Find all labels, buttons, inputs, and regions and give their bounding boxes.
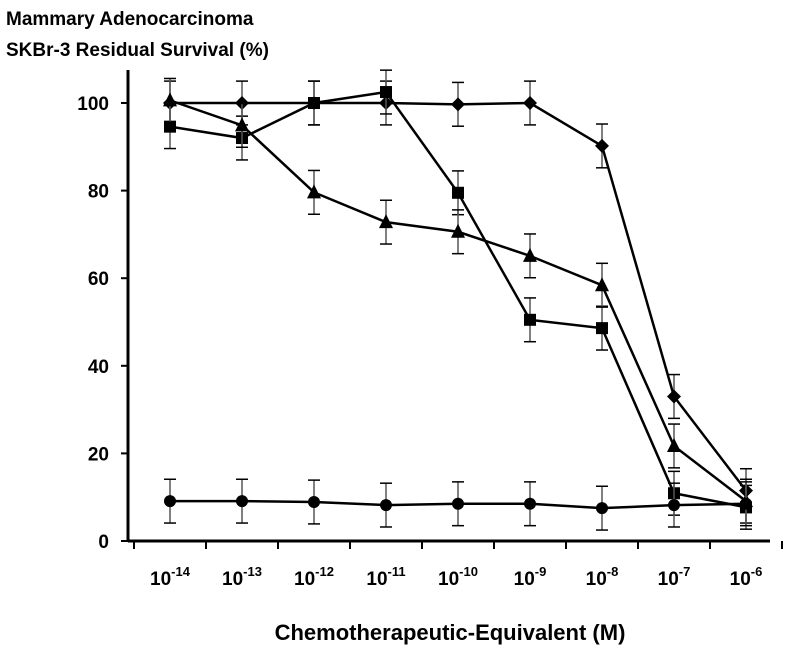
x-axis-label: Chemotherapeutic-Equivalent (M) — [275, 620, 626, 645]
data-point-triangle — [523, 247, 537, 262]
x-tick-label: 10-6 — [730, 564, 763, 590]
series-circle — [164, 478, 752, 531]
data-point-diamond — [523, 96, 537, 110]
data-point-triangle — [235, 117, 249, 132]
data-point-square — [452, 186, 464, 199]
series-line — [169, 90, 747, 509]
data-point-circle — [308, 496, 320, 509]
chart-title-block: Mammary Adenocarcinoma SKBr-3 Residual S… — [6, 4, 269, 66]
data-point-diamond — [667, 389, 681, 404]
chart-subtitle: SKBr-3 Residual Survival (%) — [6, 40, 269, 61]
series-triangle — [163, 77, 753, 524]
series-layer — [163, 69, 753, 531]
data-point-circle — [164, 495, 176, 508]
data-point-square — [308, 97, 320, 109]
data-point-circle — [452, 497, 464, 510]
x-tick-label: 10-8 — [586, 564, 619, 590]
data-point-square — [524, 313, 536, 326]
data-point-circle — [740, 497, 752, 510]
data-point-triangle — [379, 214, 393, 229]
x-tick-label: 10-14 — [150, 564, 191, 590]
x-tick-label: 10-13 — [222, 564, 262, 590]
data-point-diamond — [451, 97, 465, 112]
data-point-circle — [596, 502, 608, 515]
data-point-triangle — [667, 437, 681, 452]
x-tick-label: 10-9 — [514, 564, 547, 590]
series-line — [170, 101, 747, 492]
y-ticks: 0 20 40 60 80 100 — [77, 94, 128, 553]
series-diamond — [163, 80, 753, 514]
data-point-square — [380, 86, 392, 99]
axes — [126, 70, 770, 543]
data-point-triangle — [595, 277, 609, 292]
chart-title: Mammary Adenocarcinoma — [6, 9, 254, 30]
data-point-triangle — [451, 223, 465, 238]
data-point-triangle — [307, 184, 321, 199]
x-tick-label: 10-11 — [366, 564, 405, 590]
data-point-circle — [236, 495, 248, 508]
data-point-circle — [380, 499, 392, 512]
series-square — [164, 69, 752, 530]
x-tick-label: 10-7 — [658, 564, 691, 590]
y-tick-label: 0 — [98, 532, 109, 553]
y-tick-label: 60 — [88, 269, 109, 290]
data-point-circle — [668, 499, 680, 512]
y-tick-label: 80 — [88, 182, 109, 203]
series-line — [169, 99, 747, 503]
data-point-diamond — [595, 138, 609, 153]
y-tick-label: 20 — [88, 444, 109, 465]
data-point-triangle — [163, 92, 177, 107]
y-tick-label: 100 — [77, 94, 109, 115]
x-ticks: 10-14 10-13 10-12 10-11 10-10 10-9 10-8 10-7 10-… — [133, 541, 783, 590]
data-point-square — [164, 120, 176, 133]
x-tick-label: 10-12 — [294, 564, 334, 590]
data-point-square — [596, 322, 608, 335]
x-tick-label: 10-10 — [438, 564, 478, 590]
data-point-circle — [524, 497, 536, 510]
y-tick-label: 40 — [88, 357, 109, 378]
